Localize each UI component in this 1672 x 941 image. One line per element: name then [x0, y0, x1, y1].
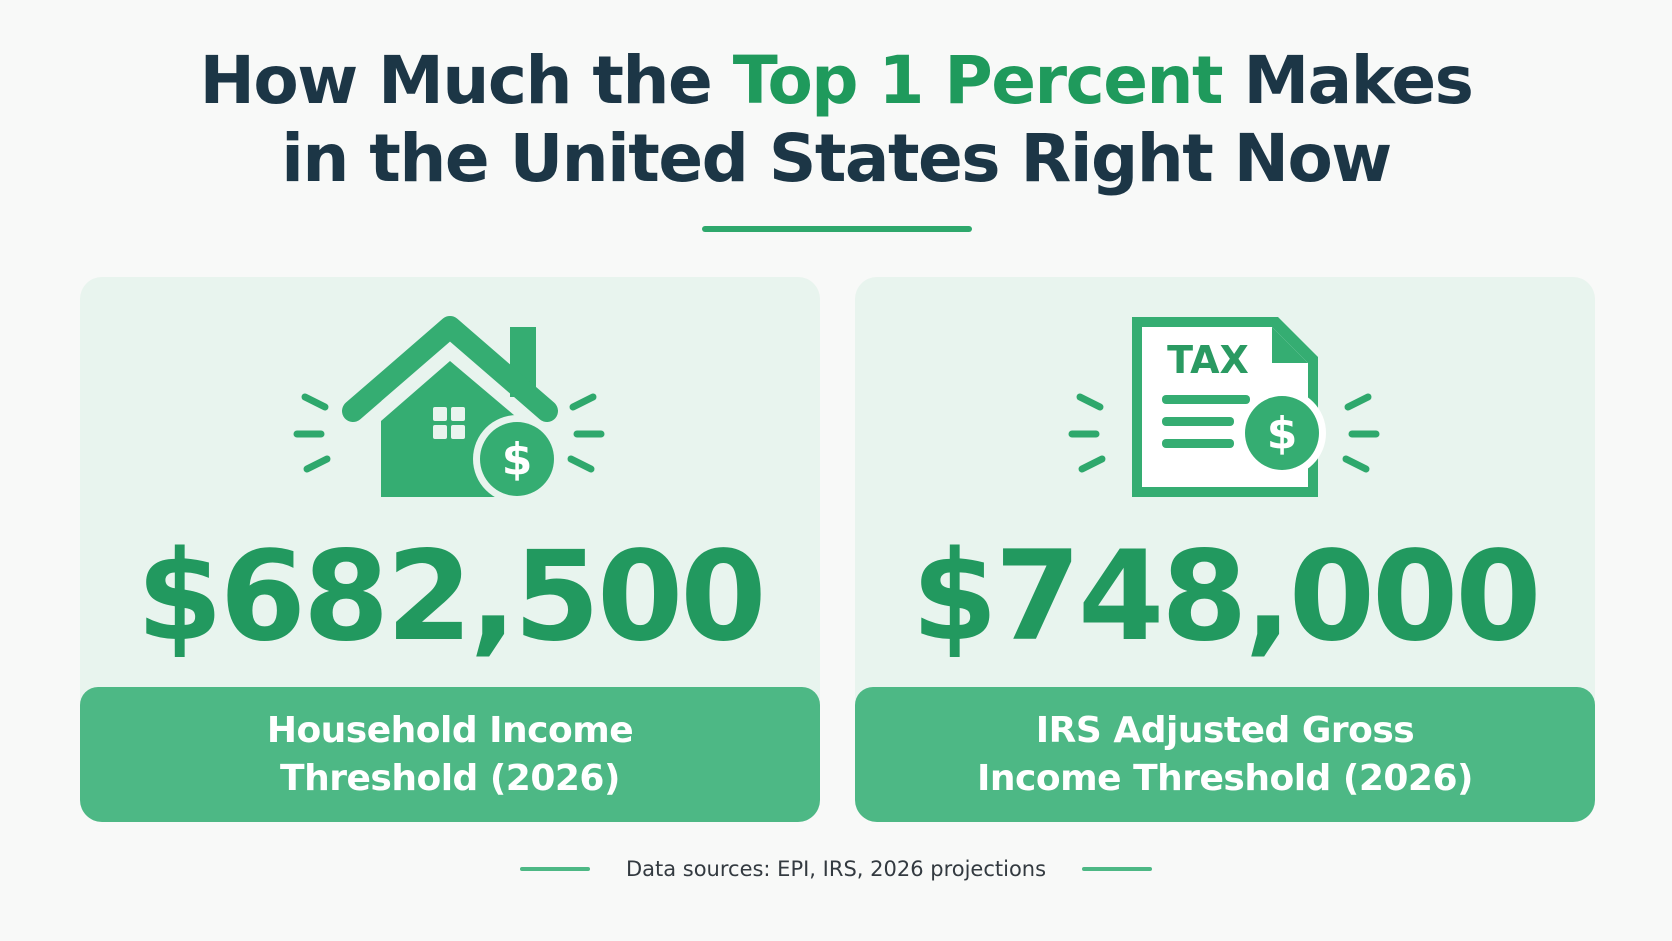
svg-text:$: $ [1267, 408, 1298, 459]
label-line2: Income Threshold (2026) [977, 757, 1473, 799]
title-underline [702, 226, 972, 232]
label-line2: Threshold (2026) [280, 757, 620, 799]
title-accent: Top 1 Percent [732, 42, 1224, 119]
footer-rule-right [1082, 867, 1153, 871]
house-dollar-icon: $ [80, 307, 820, 507]
label-line1: IRS Adjusted Gross [1035, 709, 1415, 751]
household-income-label: Household Income Threshold (2026) [80, 687, 820, 822]
svg-text:$: $ [502, 434, 533, 485]
irs-agi-card: TAX $ $748,000 IRS Adjusted Gross Income… [855, 277, 1595, 822]
data-source-footer: Data sources: EPI, IRS, 2026 projections [0, 857, 1672, 881]
title-line1-prefix: How Much the [199, 42, 733, 119]
label-line1: Household Income [266, 709, 634, 751]
title-line1-suffix: Makes [1222, 42, 1473, 119]
household-income-card: $ $682,500 Household Income Threshold (2… [80, 277, 820, 822]
tax-text: TAX [1167, 338, 1249, 382]
tax-document-dollar-icon: TAX $ [855, 307, 1595, 507]
irs-agi-label: IRS Adjusted Gross Income Threshold (202… [855, 687, 1595, 822]
household-income-amount: $682,500 [136, 525, 766, 669]
footer-rule-left [519, 867, 590, 871]
page-title: How Much the Top 1 Percent Makes in the … [0, 42, 1672, 198]
title-line2: in the United States Right Now [281, 120, 1392, 197]
irs-agi-amount: $748,000 [911, 525, 1541, 669]
data-source-text: Data sources: EPI, IRS, 2026 projections [625, 857, 1047, 881]
